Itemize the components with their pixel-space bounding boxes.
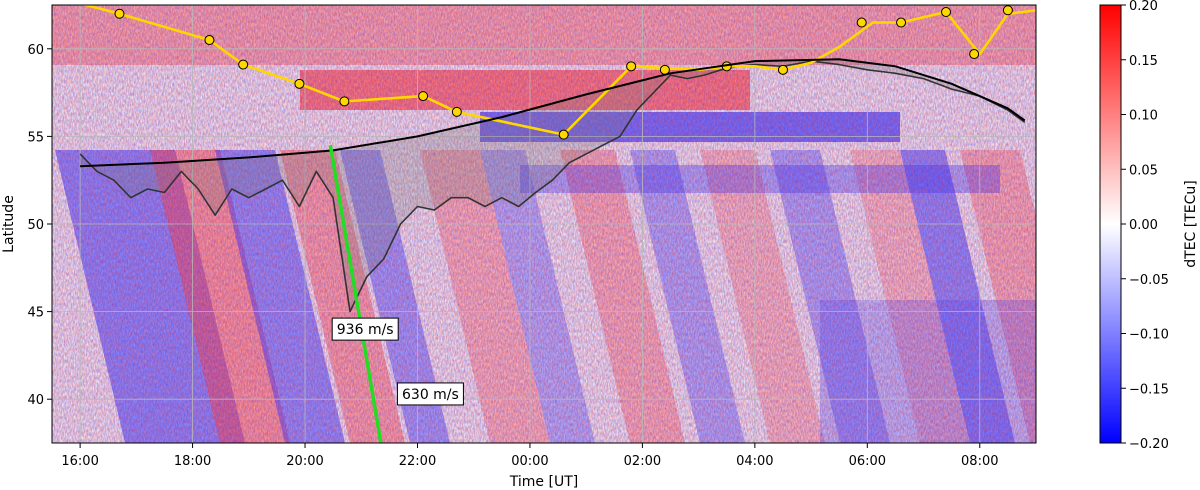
yellow-marker [626, 61, 637, 72]
y-tick-label: 40 [27, 393, 44, 408]
x-tick-label: 20:00 [286, 454, 323, 469]
yellow-marker [294, 78, 305, 89]
y-tick-label: 45 [27, 306, 44, 321]
colorbar-tick-label: 0.05 [1129, 163, 1158, 178]
y-tick-label: 60 [27, 43, 44, 58]
colorbar-label: dTEC [TECu] [1183, 180, 1199, 267]
annotations: 936 m/s 630 m/s [331, 317, 464, 406]
heatmap-area [52, 5, 1036, 443]
colorbar-tick-label: −0.15 [1129, 382, 1169, 397]
annotation-text: 936 m/s [337, 322, 394, 338]
colorbar-tick-label: 0.00 [1129, 218, 1158, 233]
boundary-curve [80, 58, 1026, 168]
speed-annotation: 630 m/s [396, 382, 464, 406]
yellow-marker [114, 8, 125, 19]
x-tick-label: 16:00 [61, 454, 98, 469]
speed-annotation: 936 m/s [331, 317, 399, 341]
yellow-marker [941, 7, 952, 18]
x-axis: 16:00 18:00 20:00 22:00 00:00 02:00 04:00 06:00… [61, 443, 999, 469]
annotation-box [396, 382, 464, 406]
yellow-marker [204, 35, 215, 46]
colorbar-tick-label: 0.10 [1129, 109, 1158, 124]
yellow-marker [451, 106, 462, 117]
yellow-marker [1002, 5, 1013, 16]
yellow-marker [969, 49, 980, 60]
x-tick-label: 06:00 [849, 454, 886, 469]
series-layer [79, 5, 1036, 443]
colorbar-tick-label: −0.05 [1129, 273, 1169, 288]
colorbar-gradient [1099, 4, 1122, 444]
annotation-box [331, 317, 399, 341]
y-axis-label: Latitude [1, 195, 17, 253]
y-tick-label: 50 [27, 218, 44, 233]
x-axis-label: Time [UT] [509, 474, 578, 490]
yellow-marker [896, 17, 907, 28]
y-tick-label: 55 [27, 130, 44, 145]
x-tick-label: 22:00 [399, 454, 436, 469]
front-line [328, 144, 383, 443]
annotation-text: 630 m/s [402, 387, 459, 403]
colorbar-tick-label: −0.20 [1129, 437, 1169, 452]
x-tick-label: 00:00 [511, 454, 548, 469]
x-tick-label: 02:00 [624, 454, 661, 469]
colorbar-ticks: 0.20 0.15 0.10 0.05 0.00 −0.05 −0.10 −0.15 −0.20 [1121, 0, 1169, 452]
colorbar: 0.20 0.15 0.10 0.05 0.00 −0.05 −0.10 −0.15 −0.20… [1099, 0, 1199, 452]
yellow-marker [339, 96, 350, 107]
grid-lines [52, 5, 1036, 443]
colorbar-tick-label: 0.15 [1129, 54, 1158, 69]
y-axis: 40 45 50 55 60 [27, 43, 52, 408]
yellow-marker [777, 64, 788, 75]
trough-shading [80, 59, 1025, 312]
x-tick-label: 04:00 [736, 454, 773, 469]
yellow-marker [418, 91, 429, 102]
x-tick-label: 18:00 [174, 454, 211, 469]
yellow-marker [856, 17, 867, 28]
yellow-marker [238, 59, 249, 70]
trough-line [79, 60, 1026, 313]
colorbar-tick-label: 0.20 [1129, 0, 1158, 14]
x-tick-label: 08:00 [961, 454, 998, 469]
yellow-marker [558, 129, 569, 140]
colorbar-tick-label: −0.10 [1129, 328, 1169, 343]
